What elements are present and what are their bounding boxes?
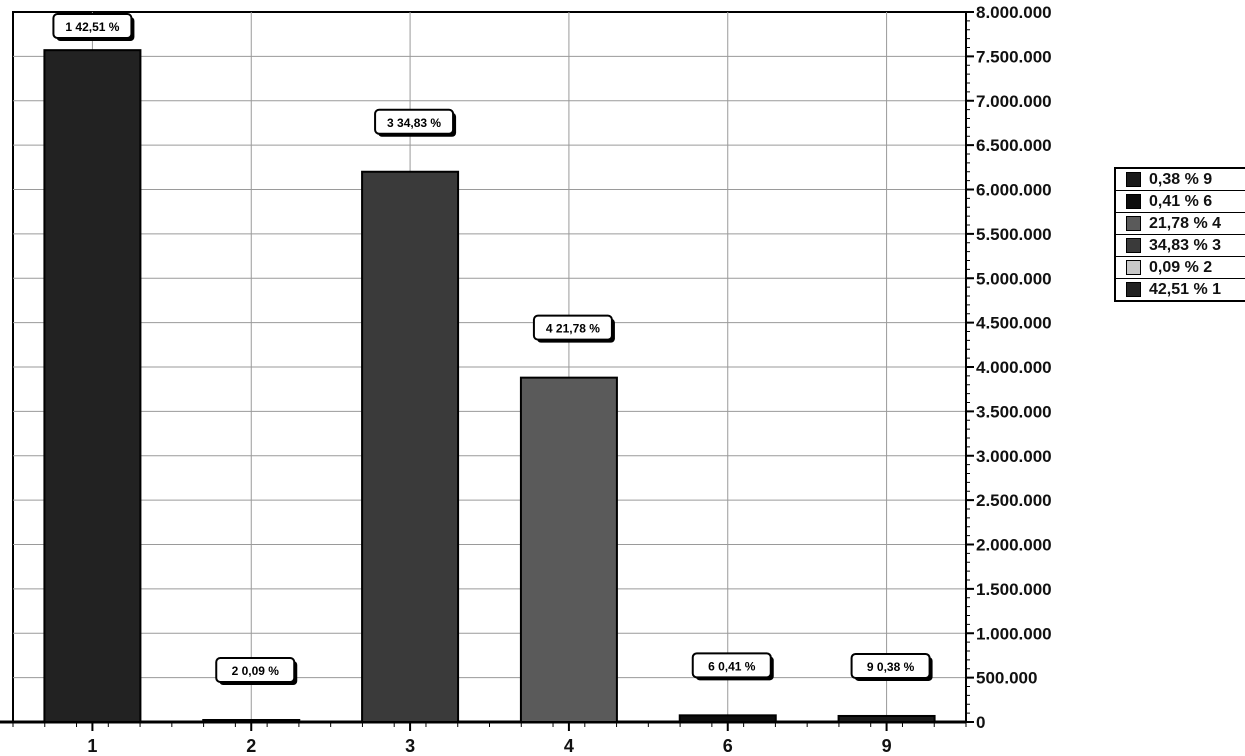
legend-label: 0,41 % 6 <box>1149 192 1213 210</box>
legend-label: 21,78 % 4 <box>1149 214 1222 232</box>
y-tick-label: 4.500.000 <box>976 314 1052 333</box>
data-label-box <box>215 657 296 683</box>
data-label-box <box>374 108 455 135</box>
legend-swatch <box>1126 260 1141 275</box>
data-label: 3 34,83 % <box>387 116 441 130</box>
data-label-box <box>52 13 133 39</box>
y-tick-label: 4.000.000 <box>976 358 1052 377</box>
bar-3 <box>361 170 460 723</box>
y-tick-label: 3.000.000 <box>976 447 1052 466</box>
y-tick-label: 3.500.000 <box>976 402 1052 421</box>
y-tick-label: 8.000.000 <box>976 3 1052 22</box>
legend-label: 0,09 % 2 <box>1149 258 1213 276</box>
y-tick-label: 1.000.000 <box>976 624 1052 643</box>
legend-item: 42,51 % 1 <box>1116 279 1245 300</box>
legend-swatch <box>1126 194 1141 209</box>
legend-swatch <box>1126 216 1141 231</box>
legend-swatch <box>1126 282 1141 297</box>
y-tick-label: 6.500.000 <box>976 136 1052 155</box>
legend-swatch <box>1126 172 1141 187</box>
legend-item: 0,41 % 6 <box>1116 191 1245 213</box>
y-tick-label: 2.500.000 <box>976 491 1052 510</box>
x-tick-label: 1 <box>87 736 97 756</box>
y-tick-label: 6.000.000 <box>976 181 1052 200</box>
legend-label: 0,38 % 9 <box>1149 170 1213 188</box>
bar-1 <box>43 49 142 724</box>
x-tick-label: 6 <box>723 736 733 756</box>
legend-item: 34,83 % 3 <box>1116 235 1245 257</box>
x-tick-label: 4 <box>564 736 574 756</box>
bar-2 <box>202 719 301 723</box>
data-label: 1 42,51 % <box>65 20 119 34</box>
legend-item: 21,78 % 4 <box>1116 213 1245 235</box>
bar-9 <box>837 714 936 724</box>
y-tick-label: 7.500.000 <box>976 47 1052 66</box>
bar-6 <box>678 714 777 723</box>
y-tick-label: 7.000.000 <box>976 92 1052 111</box>
y-tick-label: 2.000.000 <box>976 536 1052 555</box>
data-label: 4 21,78 % <box>546 322 600 336</box>
y-tick-label: 500.000 <box>976 669 1037 688</box>
data-label: 2 0,09 % <box>232 664 280 678</box>
y-tick-label: 5.500.000 <box>976 225 1052 244</box>
y-tick-label: 5.000.000 <box>976 269 1052 288</box>
chart-legend: 0,38 % 9 0,41 % 6 21,78 % 4 34,83 % 3 0,09 %… <box>1114 167 1245 302</box>
legend-item: 0,38 % 9 <box>1116 169 1245 191</box>
data-label-box <box>691 652 772 679</box>
legend-swatch <box>1126 238 1141 253</box>
legend-item: 0,09 % 2 <box>1116 257 1245 279</box>
bar-4 <box>519 376 618 723</box>
data-label-box <box>850 652 931 679</box>
x-tick-label: 9 <box>882 736 892 756</box>
y-tick-label: 0 <box>976 713 985 732</box>
legend-label: 34,83 % 3 <box>1149 236 1222 254</box>
data-label: 6 0,41 % <box>708 659 756 673</box>
x-tick-label: 2 <box>246 736 256 756</box>
legend-label: 42,51 % 1 <box>1149 280 1222 298</box>
y-tick-label: 1.500.000 <box>976 580 1052 599</box>
data-label-box <box>532 314 613 341</box>
data-label: 9 0,38 % <box>867 660 915 674</box>
x-tick-label: 3 <box>405 736 415 756</box>
